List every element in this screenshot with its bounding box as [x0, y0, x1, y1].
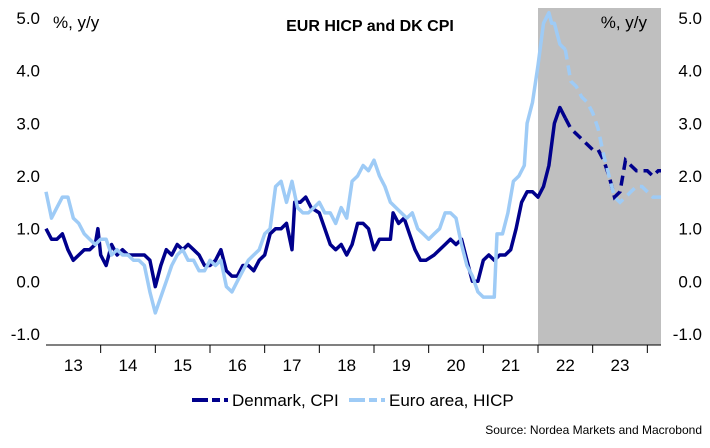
y-axis-left: -1.0 0.0 1.0 2.0 3.0 4.0 5.0 [11, 9, 40, 344]
forecast-shade [538, 8, 661, 345]
chart-title: EUR HICP and DK CPI [286, 18, 454, 35]
y-tick-label-right-2: 1.0 [678, 220, 702, 239]
legend-label-denmark-cpi: Denmark, CPI [232, 391, 339, 410]
y-tick-label-right-5: 4.0 [678, 62, 702, 81]
y-tick-label-right-1: 0.0 [678, 272, 702, 291]
y-unit-right: %, y/y [601, 13, 648, 32]
y-tick-label-left-1: 0.0 [16, 272, 40, 291]
series-layer [44, 10, 661, 315]
series-line-denmark-cpi [44, 105, 567, 289]
x-tick-label-16: 16 [228, 356, 247, 375]
series-forecast-denmark-cpi [563, 117, 661, 201]
legend-item-euro-area-hicp: Euro area, HICP [349, 391, 514, 410]
y-tick-label-right-3: 2.0 [678, 167, 702, 186]
y-tick-label-left-0: -1.0 [11, 325, 40, 344]
y-tick-label-left-5: 4.0 [16, 62, 40, 81]
x-tick-label-18: 18 [337, 356, 356, 375]
source-note: Source: Nordea Markets and Macrobond [485, 423, 702, 437]
x-tick-label-22: 22 [556, 356, 575, 375]
y-tick-label-left-2: 1.0 [16, 220, 40, 239]
x-tick-label-14: 14 [119, 356, 138, 375]
y-tick-label-right-4: 3.0 [678, 114, 702, 133]
x-tick-label-20: 20 [447, 356, 466, 375]
y-axis-right: -1.0 0.0 1.0 2.0 3.0 4.0 5.0 [673, 9, 702, 344]
x-tick-label-19: 19 [392, 356, 411, 375]
x-tick-label-23: 23 [611, 356, 630, 375]
x-tick-label-21: 21 [501, 356, 520, 375]
y-tick-label-left-3: 2.0 [16, 167, 40, 186]
y-tick-label-right-6: 5.0 [678, 9, 702, 28]
y-unit-left: %, y/y [53, 13, 100, 32]
x-tick-label-15: 15 [173, 356, 192, 375]
y-tick-label-left-6: 5.0 [16, 9, 40, 28]
y-tick-label-left-4: 3.0 [16, 114, 40, 133]
series-forecast-euro-area-hicp [563, 49, 661, 205]
series-line-euro-area-hicp [44, 10, 567, 315]
legend: Denmark, CPI Euro area, HICP [192, 391, 514, 410]
legend-label-euro-area-hicp: Euro area, HICP [389, 391, 514, 410]
x-tick-label-17: 17 [283, 356, 302, 375]
y-tick-label-right-0: -1.0 [673, 325, 702, 344]
legend-item-denmark-cpi: Denmark, CPI [192, 391, 339, 410]
x-ticks: 13 14 15 16 17 18 19 20 21 22 23 [64, 345, 648, 375]
x-tick-label-13: 13 [64, 356, 83, 375]
